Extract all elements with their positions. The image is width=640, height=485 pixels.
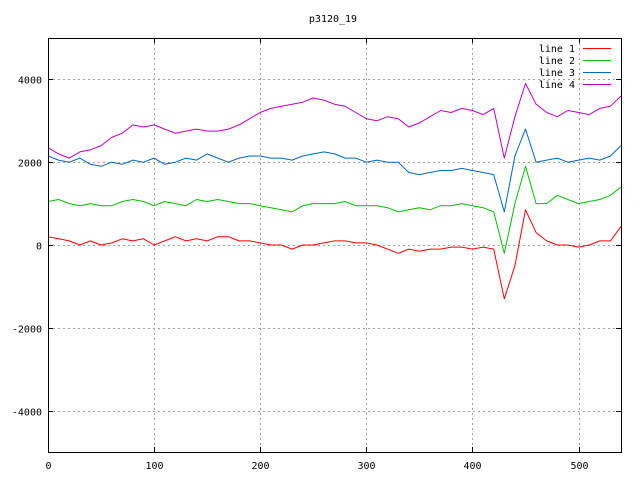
series-line-4 [47, 83, 622, 159]
series-line-3 [47, 128, 622, 213]
series-line-2 [47, 165, 622, 254]
x-tick-label-1: 100 [145, 461, 163, 472]
series-layer [47, 83, 622, 300]
x-tick-label-3: 300 [357, 461, 375, 472]
y-tick-label-3: 2000 [18, 159, 42, 170]
series-line-1 [47, 209, 622, 300]
chart-title: p3120_19 [309, 14, 357, 25]
legend-label-4: line 4 [539, 80, 575, 91]
y-tick-label-4: 4000 [18, 76, 42, 87]
grid-layer [48, 38, 621, 452]
x-tick-label-4: 400 [463, 461, 481, 472]
legend-label-2: line 2 [539, 56, 575, 67]
y-tick-label-0: -4000 [12, 408, 42, 419]
x-tick-label-0: 0 [45, 461, 51, 472]
y-tick-label-2: 0 [36, 242, 42, 253]
x-tick-label-2: 200 [251, 461, 269, 472]
y-tick-label-1: -2000 [12, 325, 42, 336]
legend-label-3: line 3 [539, 68, 575, 79]
legend-label-1: line 1 [539, 44, 575, 55]
axis-layer: 0 100 200 300 400 500 -4000 -2000 0 2000 4000 [12, 38, 622, 472]
x-tick-label-5: 500 [570, 461, 588, 472]
